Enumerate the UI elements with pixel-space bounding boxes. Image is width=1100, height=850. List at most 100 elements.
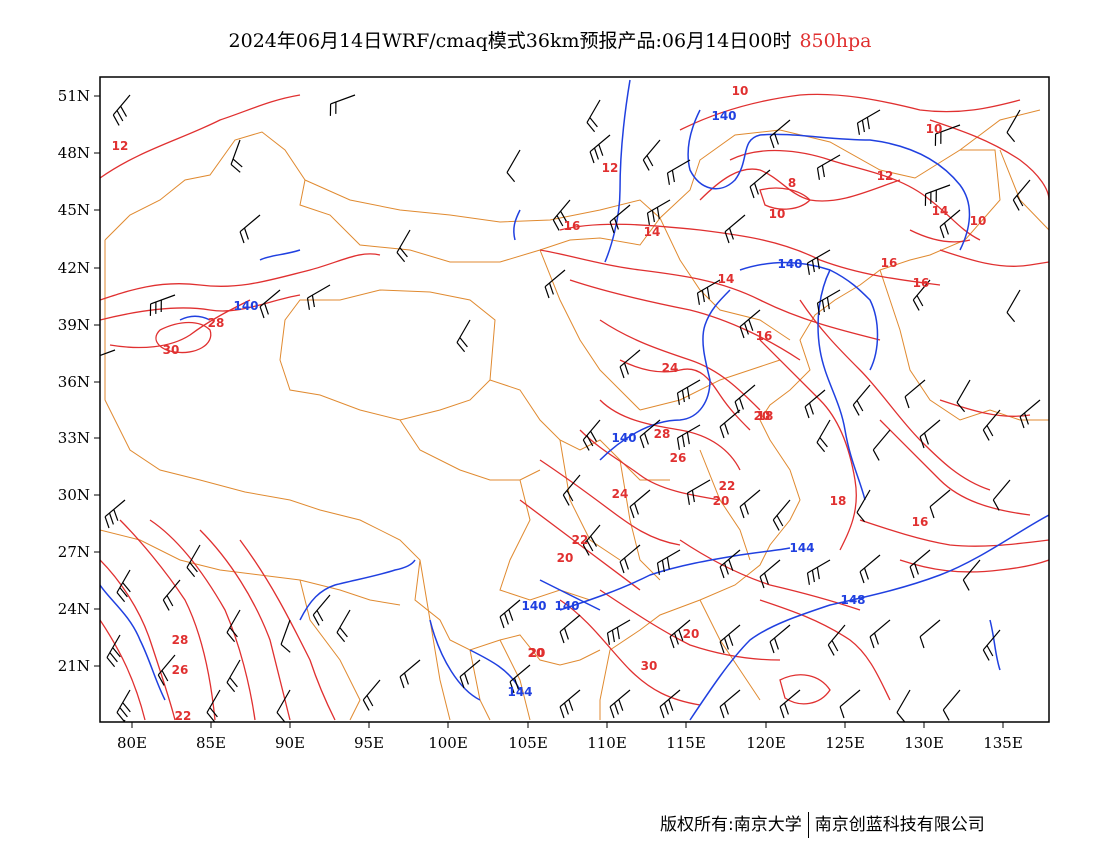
- temperature-label: 20: [713, 494, 730, 508]
- lon-label: 125E: [825, 734, 865, 752]
- temperature-label: 10: [769, 207, 786, 221]
- temperature-label: 26: [670, 451, 687, 465]
- lat-label: 36N: [58, 373, 90, 391]
- temperature-label: 10: [732, 84, 749, 98]
- temperature-label: 28: [208, 316, 225, 330]
- temperature-label: 22: [719, 479, 736, 493]
- temperature-label: 16: [564, 219, 581, 233]
- wind-barb: [619, 544, 641, 574]
- wind-barb: [230, 139, 243, 173]
- wind-barb: [816, 154, 841, 180]
- height-label: 140: [554, 599, 579, 613]
- temperature-label: 22: [572, 533, 589, 547]
- wind-barb: [739, 309, 761, 339]
- wind-barb: [934, 124, 961, 146]
- wind-barb: [559, 689, 581, 719]
- wind-barb: [112, 94, 131, 126]
- wind-barb: [806, 249, 831, 275]
- wind-barb: [104, 499, 126, 529]
- temperature-label: 16: [913, 276, 930, 290]
- wind-barb: [852, 384, 871, 416]
- lon-label: 90E: [275, 734, 305, 752]
- wind-barb: [629, 489, 651, 519]
- wind-barb: [116, 689, 131, 722]
- footer-left: 版权所有:南京大学: [660, 815, 802, 835]
- wind-barb: [582, 419, 601, 451]
- wind-barb: [872, 429, 891, 461]
- wind-barb: [1006, 109, 1021, 143]
- lat-label: 21N: [58, 657, 90, 675]
- temperature-label: 24: [612, 487, 629, 501]
- wind-barb: [816, 289, 841, 315]
- wind-barb: [149, 294, 176, 316]
- temperature-label: 30: [163, 343, 180, 357]
- wind-barb: [116, 569, 131, 603]
- wind-barb: [816, 419, 831, 453]
- temperature-label: 20: [557, 551, 574, 565]
- wind-barb: [696, 279, 721, 305]
- wind-barb: [724, 214, 746, 244]
- wind-barb: [919, 419, 941, 449]
- lon-label: 105E: [508, 734, 548, 752]
- temperature-label: 14: [718, 272, 735, 286]
- wind-barb: [336, 609, 351, 643]
- temperature-label: 28: [172, 633, 189, 647]
- temperature-isotherms: [100, 93, 1049, 721]
- wind-barb: [226, 609, 241, 643]
- wind-barb: [459, 659, 481, 689]
- wind-barb: [859, 554, 881, 584]
- lon-label: 95E: [354, 734, 384, 752]
- lon-label: 110E: [587, 734, 627, 752]
- wind-barb: [506, 149, 521, 183]
- wind-barb: [162, 579, 181, 611]
- wind-barb: [552, 199, 571, 231]
- lon-label: 135E: [983, 734, 1023, 752]
- wind-barb: [456, 319, 471, 353]
- temperature-label: 14: [644, 225, 661, 239]
- wind-barb: [659, 689, 681, 719]
- copyright-footer: 版权所有:南京大学 南京创蓝科技有限公司: [660, 810, 985, 838]
- wind-barb: [982, 629, 1001, 661]
- wind-barb: [719, 549, 741, 579]
- wind-barb: [719, 624, 741, 654]
- height-label: 148: [840, 593, 865, 607]
- wind-barb: [1012, 179, 1031, 211]
- wind-barb: [806, 559, 831, 585]
- wind-barb: [609, 204, 631, 234]
- longitude-axis: 80E 85E 90E 95E 100E 105E 110E 115E 120E 125E 130E…: [117, 722, 1023, 752]
- wind-barb: [544, 269, 566, 299]
- lat-label: 30N: [58, 486, 90, 504]
- wind-barb: [827, 624, 846, 656]
- lon-label: 115E: [666, 734, 706, 752]
- wind-barb: [869, 619, 891, 649]
- lat-label: 39N: [58, 316, 90, 334]
- wind-barb: [329, 94, 356, 116]
- wind-barb: [939, 209, 961, 239]
- wind-barb: [739, 489, 761, 519]
- country-borders: [100, 109, 1049, 721]
- wind-barb: [396, 229, 411, 263]
- lat-label: 42N: [58, 259, 90, 277]
- lat-label: 51N: [58, 87, 90, 105]
- wind-barb: [956, 379, 971, 413]
- lat-label: 45N: [58, 201, 90, 219]
- wind-barb: [186, 544, 201, 578]
- height-label: 140: [611, 431, 636, 445]
- wind-barb: [106, 634, 121, 668]
- wind-barb: [499, 599, 521, 629]
- lat-label: 48N: [58, 144, 90, 162]
- temperature-label: 12: [877, 169, 894, 183]
- temperature-label: 20: [528, 646, 545, 660]
- temperature-label: 28: [654, 427, 671, 441]
- lon-label: 120E: [746, 734, 786, 752]
- temperature-label: 26: [172, 663, 189, 677]
- height-label: 140: [521, 599, 546, 613]
- footer-divider: [807, 812, 809, 838]
- wind-barb: [759, 559, 781, 589]
- geopotential-height-contours: [100, 79, 1049, 721]
- lon-label: 85E: [196, 734, 226, 752]
- wind-barb: [619, 349, 641, 379]
- wind-barb: [562, 474, 581, 506]
- wind-barb: [772, 499, 791, 531]
